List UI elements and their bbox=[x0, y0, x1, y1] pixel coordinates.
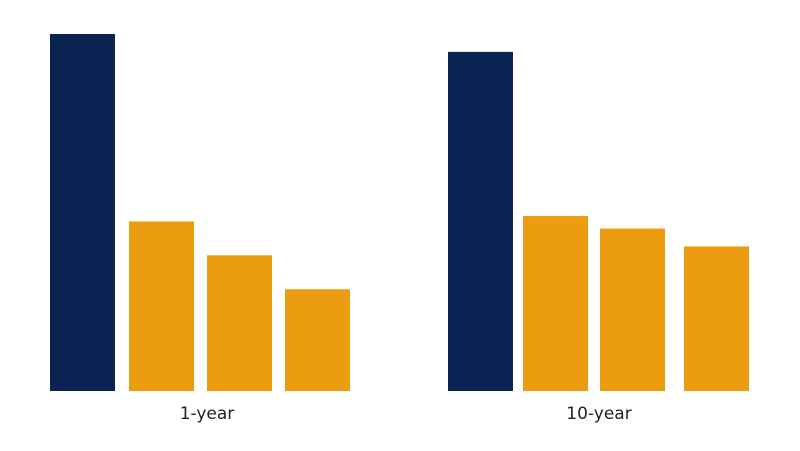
bar-10-year-s2 bbox=[523, 216, 588, 391]
bar-1-year-s2 bbox=[129, 221, 194, 391]
bars-layer bbox=[50, 34, 749, 391]
bar-10-year-s1 bbox=[448, 51, 513, 391]
bar-10-year-s3 bbox=[600, 228, 665, 391]
bar-1-year-s4 bbox=[285, 289, 350, 391]
category-label: 1-year bbox=[180, 404, 235, 424]
bar-1-year-s3 bbox=[207, 255, 272, 391]
category-label: 10-year bbox=[566, 404, 631, 424]
bar-1-year-s1 bbox=[50, 34, 115, 391]
category-labels-layer: 1-year 10-year bbox=[180, 404, 632, 424]
bar-10-year-s4 bbox=[684, 246, 749, 391]
